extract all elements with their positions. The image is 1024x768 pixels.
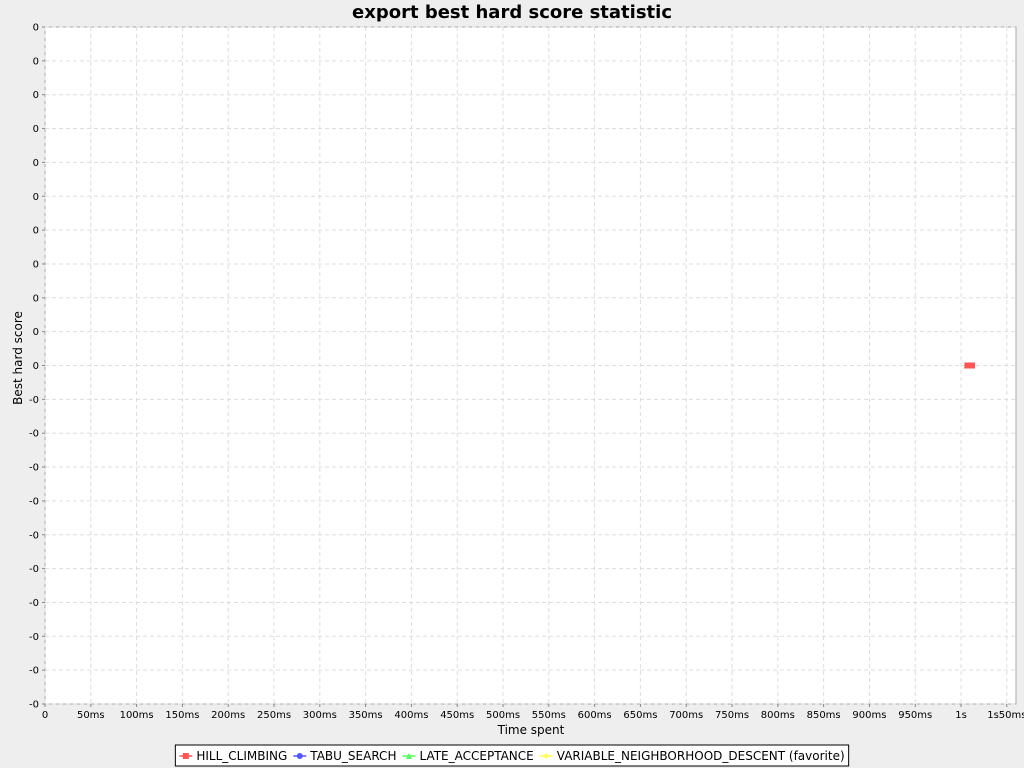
x-tick-label: 50ms [77, 710, 105, 721]
y-tick-label: 0 [33, 259, 39, 270]
x-tick-label: 550ms [532, 710, 566, 721]
y-tick-label: 0 [33, 124, 39, 135]
chart-title: export best hard score statistic [352, 2, 672, 23]
legend-label: VARIABLE_NEIGHBORHOOD_DESCENT (favorite) [557, 749, 845, 763]
y-tick-label: 0 [33, 90, 39, 101]
x-axis-label: Time spent [497, 723, 565, 737]
x-tick-label: 250ms [257, 710, 291, 721]
x-tick-label: 350ms [349, 710, 383, 721]
series-0 [964, 363, 975, 369]
y-tick-label: 0 [33, 23, 39, 34]
x-tick-label: 950ms [898, 710, 932, 721]
x-tick-label: 300ms [303, 710, 337, 721]
legend-item: HILL_CLIMBING [179, 749, 287, 763]
y-tick-label: 0 [33, 192, 39, 203]
y-tick-label: -0 [29, 395, 39, 406]
x-tick-label: 450ms [440, 710, 474, 721]
y-tick-label: -0 [29, 700, 39, 711]
y-tick-label: 0 [33, 361, 39, 372]
legend-label: LATE_ACCEPTANCE [419, 749, 533, 763]
x-tick-label: 650ms [623, 710, 657, 721]
legend-label: HILL_CLIMBING [196, 749, 287, 763]
y-tick-label: -0 [29, 429, 39, 440]
x-tick-label: 750ms [715, 710, 749, 721]
x-tick-label: 200ms [211, 710, 245, 721]
y-tick-label: 0 [33, 327, 39, 338]
x-tick-label: 850ms [807, 710, 841, 721]
legend-label: TABU_SEARCH [309, 749, 396, 763]
y-tick-label: -0 [29, 463, 39, 474]
y-tick-label: -0 [29, 564, 39, 575]
legend-marker [183, 753, 189, 759]
y-tick-label: 0 [33, 158, 39, 169]
x-tick-label: 600ms [578, 710, 612, 721]
data-point [969, 363, 975, 369]
x-tick-label: 500ms [486, 710, 520, 721]
y-tick-label: 0 [33, 56, 39, 67]
y-tick-label: -0 [29, 666, 39, 677]
x-tick-label: 1s [955, 710, 967, 721]
y-tick-label: 0 [33, 293, 39, 304]
x-tick-label: 1s50ms [987, 710, 1024, 721]
x-tick-label: 100ms [120, 710, 154, 721]
legend-item: LATE_ACCEPTANCE [402, 749, 533, 763]
x-tick-label: 400ms [394, 710, 428, 721]
x-tick-label: 800ms [761, 710, 795, 721]
legend: HILL_CLIMBING TABU_SEARCH LATE_ACCEPTANCE V… [175, 745, 848, 766]
legend-marker [297, 753, 303, 759]
x-tick-label: 150ms [165, 710, 199, 721]
y-tick-label: 0 [33, 226, 39, 237]
x-tick-label: 0 [42, 710, 48, 721]
y-tick-label: -0 [29, 632, 39, 643]
y-tick-label: -0 [29, 496, 39, 507]
data-series [964, 363, 975, 369]
x-tick-label: 700ms [669, 710, 703, 721]
y-axis-label: Best hard score [11, 311, 25, 405]
x-tick-label: 900ms [852, 710, 886, 721]
y-tick-label: -0 [29, 598, 39, 609]
y-tick-label: -0 [29, 530, 39, 541]
legend-item: VARIABLE_NEIGHBORHOOD_DESCENT (favorite) [540, 749, 845, 763]
